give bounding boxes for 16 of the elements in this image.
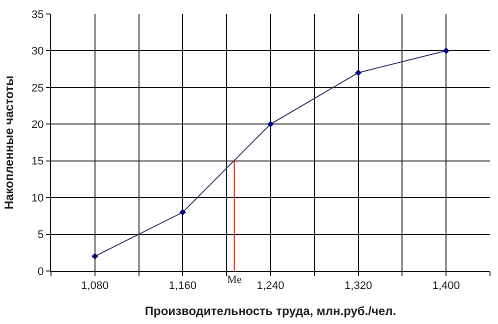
x-tick-label: 1,080	[81, 280, 109, 292]
x-tick-label: 1,320	[344, 280, 372, 292]
annotation: Me	[227, 274, 242, 286]
y-axis-title: Накопленные частоты	[2, 76, 16, 210]
y-tick-label: 10	[32, 192, 44, 204]
x-tick-label: 1,400	[432, 280, 460, 292]
y-tick-label: 5	[38, 229, 44, 242]
y-tick-label: 35	[32, 8, 44, 21]
x-tick-label: 1,240	[256, 280, 284, 292]
y-tick-label: 15	[32, 156, 44, 168]
y-tick-label: 30	[32, 46, 44, 58]
y-tick-label: 25	[32, 82, 44, 94]
y-tick-label: 0	[38, 266, 44, 278]
x-axis-title: Производительность труда, млн.руб./чел.	[144, 304, 396, 318]
x-tick-label: 1,160	[168, 280, 196, 292]
y-tick-label: 20	[32, 118, 44, 131]
